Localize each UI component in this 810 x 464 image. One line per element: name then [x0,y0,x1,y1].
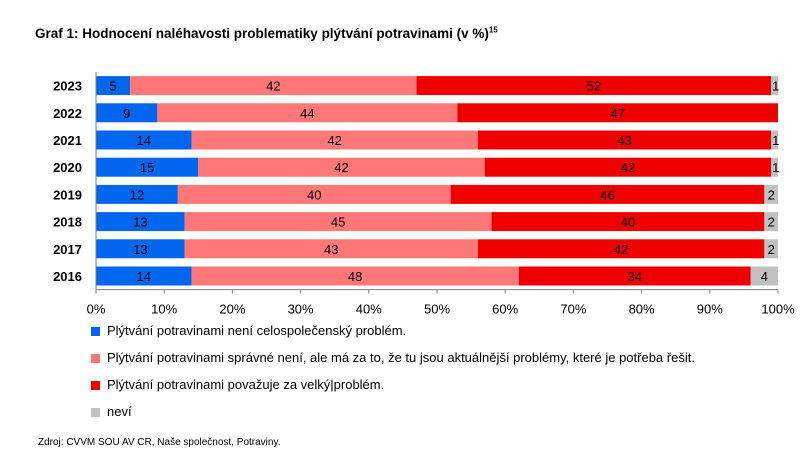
data-label: 12 [130,187,144,202]
bar-segment [157,103,458,123]
bar-segment [184,239,478,259]
data-label: 42 [621,160,635,175]
category-label: 2022 [53,106,82,121]
bar-segment [96,103,158,123]
legend-swatch-1 [91,327,100,336]
bar-segment [184,212,492,232]
data-label: 9 [123,106,130,121]
data-label: 13 [133,215,147,230]
bar-segment [130,76,417,96]
bar-segment [191,130,478,150]
x-tick-label: 30% [288,302,314,317]
bar-segment [198,157,485,177]
data-label: 48 [348,269,362,284]
bar-segment [764,239,778,259]
bar-segment [96,184,178,204]
bar-segment [484,157,772,177]
bar-segment [477,130,772,150]
bar-segment [96,76,131,96]
legend-swatch-4 [91,408,100,417]
category-label: 2021 [53,133,82,148]
legend-label-3: Plýtvání potravinami považuje za velký|p… [107,377,385,392]
data-label: 2 [768,242,775,257]
bar-segment [764,184,778,204]
x-tick-label: 40% [356,302,382,317]
category-label: 2016 [53,269,82,284]
x-tick-label: 90% [697,302,723,317]
data-label: 2 [768,215,775,230]
title-footnote: 15 [488,25,498,35]
data-label: 14 [137,133,151,148]
legend-swatch-3 [91,381,100,390]
data-label: 5 [109,79,116,94]
x-tick-label: 100% [761,302,795,317]
x-tick-label: 80% [629,302,655,317]
bar-segment [457,103,778,123]
data-label: 42 [327,133,341,148]
bar-segment [416,76,772,96]
data-label: 47 [610,106,624,121]
bar-segment [771,130,778,150]
x-tick-label: 0% [87,302,106,317]
data-label: 1 [772,160,779,175]
data-label: 4 [761,269,768,284]
bar-segment [771,76,778,96]
data-label: 45 [331,215,345,230]
legend-label-4: neví [107,404,132,419]
x-tick-label: 50% [424,302,450,317]
bar-segment [477,239,765,259]
category-label: 2019 [53,187,82,202]
x-tick-label: 10% [151,302,177,317]
bar-segment [96,157,199,177]
bar-segment [96,212,185,232]
bar-segment [191,266,519,286]
bar-segment [450,184,765,204]
data-label: 2 [768,187,775,202]
data-label: 14 [137,269,151,284]
data-label: 43 [617,133,631,148]
bar-segment [177,184,451,204]
category-label: 2023 [53,79,82,94]
x-tick-label: 60% [492,302,518,317]
data-label: 34 [628,269,642,284]
bar-segment [96,130,192,150]
data-label: 15 [140,160,154,175]
bar-segment [750,266,778,286]
legend-label-2: Plýtvání potravinami správné není, ale m… [107,350,695,365]
chart-title: Graf 1: Hodnocení naléhavosti problemati… [35,26,498,41]
category-label: 2017 [53,242,82,257]
bar-segment [96,239,185,259]
bar-segment [771,157,778,177]
x-tick-label: 70% [560,302,586,317]
legend-swatch-2 [91,354,100,363]
data-label: 1 [772,79,779,94]
data-label: 40 [621,215,635,230]
data-label: 42 [334,160,348,175]
data-label: 40 [307,187,321,202]
data-label: 44 [300,106,314,121]
bar-segment [491,212,765,232]
legend-label-1: Plýtvání potravinami není celospolečensk… [107,323,407,338]
source-note: Zdroj: CVVM SOU AV CR, Naše společnost, … [38,437,281,448]
bar-segment [764,212,778,232]
chart-title-text: Graf 1: Hodnocení naléhavosti problemati… [35,26,489,41]
x-tick-label: 20% [219,302,245,317]
data-label: 42 [266,79,280,94]
bar-segment [96,266,192,286]
category-label: 2018 [53,215,82,230]
data-label: 43 [324,242,338,257]
data-label: 52 [587,79,601,94]
data-label: 42 [614,242,628,257]
data-label: 46 [600,187,614,202]
data-label: 13 [133,242,147,257]
data-label: 1 [772,133,779,148]
bar-segment [518,266,751,286]
category-label: 2020 [53,160,82,175]
